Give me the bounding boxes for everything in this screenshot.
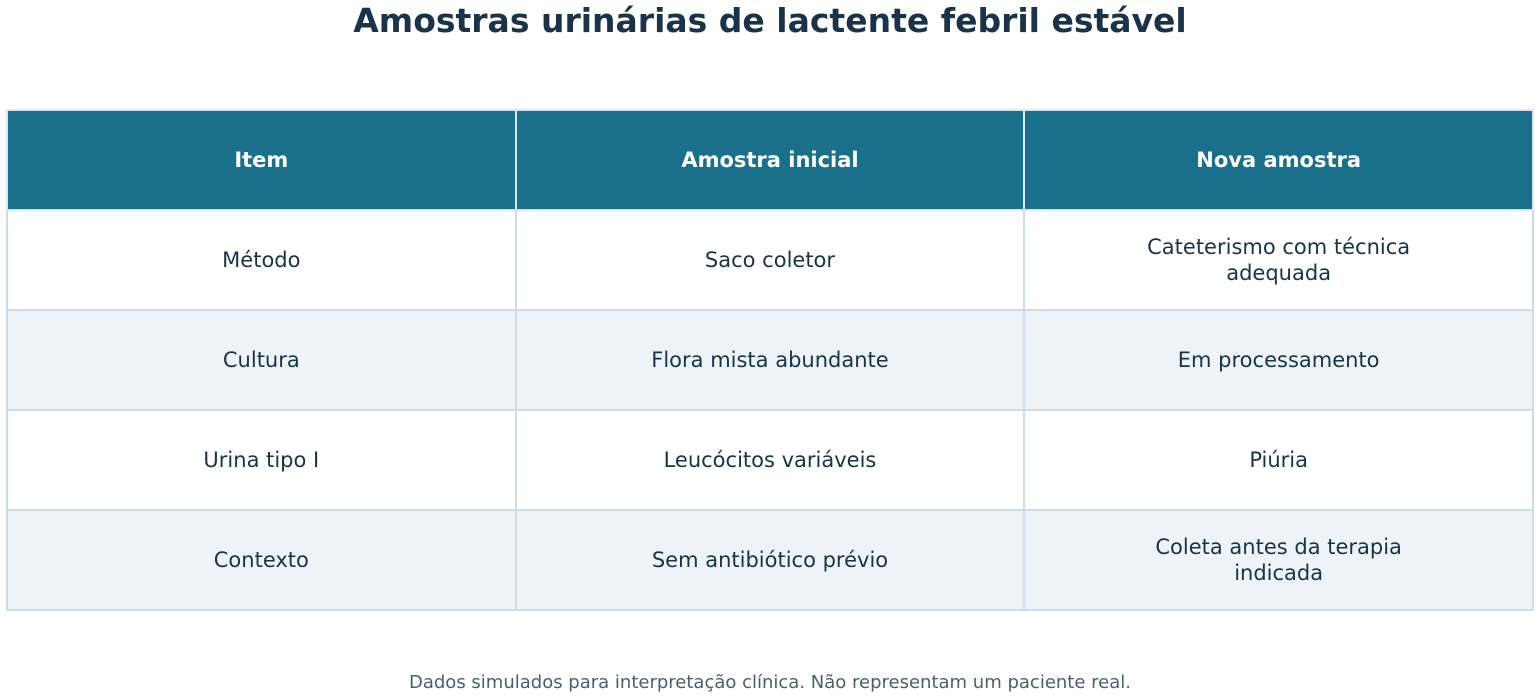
title: Amostras urinárias de lactente febril es… <box>353 1 1187 40</box>
table-cell: Urina tipo I <box>6 409 517 511</box>
table-row: Urina tipo I Leucócitos variáveis Piúria <box>6 409 1534 511</box>
table-head: Item Amostra inicial Nova amostra <box>6 109 1534 211</box>
table-cell: Leucócitos variáveis <box>514 409 1026 511</box>
footer-note: Dados simulados para interpretação clíni… <box>408 672 1131 693</box>
table-cell: Cateterismo com técnica adequada <box>1023 209 1534 311</box>
table-row: Método Saco coletor Cateterismo com técnic… <box>6 209 1534 311</box>
header-cell: Nova amostra <box>1023 109 1534 211</box>
table: Item Amostra inicial Nova amostra Método Sa… <box>6 109 1534 611</box>
header-row: Item Amostra inicial Nova amostra <box>6 109 1534 211</box>
table-cell: Coleta antes da terapia indicada <box>1023 509 1534 611</box>
table-cell: Piúria <box>1023 409 1534 511</box>
table-cell: Flora mista abundante <box>514 309 1026 411</box>
table-cell: Contexto <box>6 509 517 611</box>
table-cell: Saco coletor <box>514 209 1026 311</box>
table-cell: Cultura <box>6 309 517 411</box>
table-cell: Em processamento <box>1023 309 1534 411</box>
header-cell: Amostra inicial <box>514 109 1026 211</box>
header-cell: Item <box>6 109 517 211</box>
table-body: Método Saco coletor Cateterismo com técnic… <box>6 209 1534 611</box>
table-row: Contexto Sem antibiótico prévio Coleta ant… <box>6 509 1534 611</box>
table-row: Cultura Flora mista abundante Em processam… <box>6 309 1534 411</box>
table-cell: Método <box>6 209 517 311</box>
table-cell: Sem antibiótico prévio <box>514 509 1026 611</box>
